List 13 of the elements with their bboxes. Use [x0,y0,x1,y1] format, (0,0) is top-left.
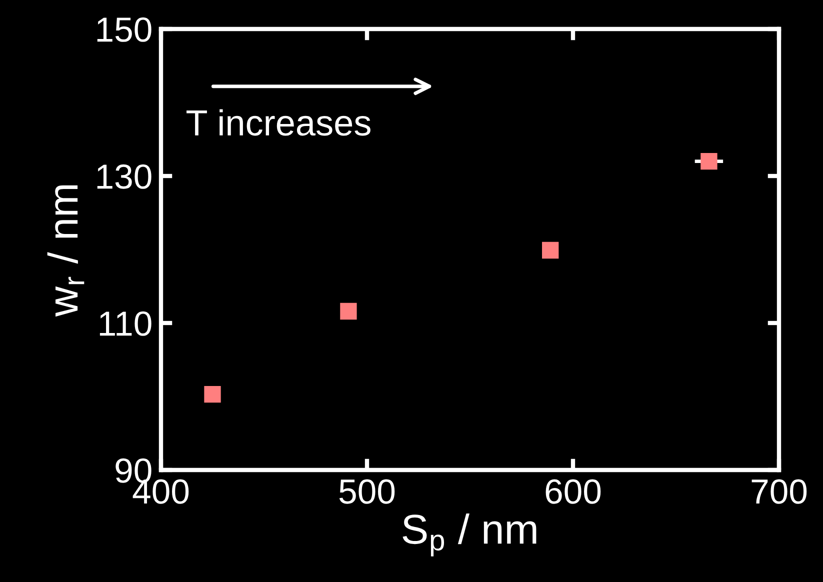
y-tick-label: 110 [100,311,152,336]
x-tick-label: 700 [752,479,807,504]
point [204,386,221,403]
x-axis-title: S$_{p}$ / nm [402,513,536,556]
point [340,302,357,320]
point [542,242,559,259]
y-tick-label: 130 [97,164,152,189]
x-tick-label: 500 [339,479,395,504]
annotation: T increases [186,109,370,136]
x-tick-label: 600 [546,479,601,504]
y-tick-label: 150 [97,17,152,42]
y-axis-title: w$_{r}$ / nm [47,185,84,317]
point [700,152,718,170]
